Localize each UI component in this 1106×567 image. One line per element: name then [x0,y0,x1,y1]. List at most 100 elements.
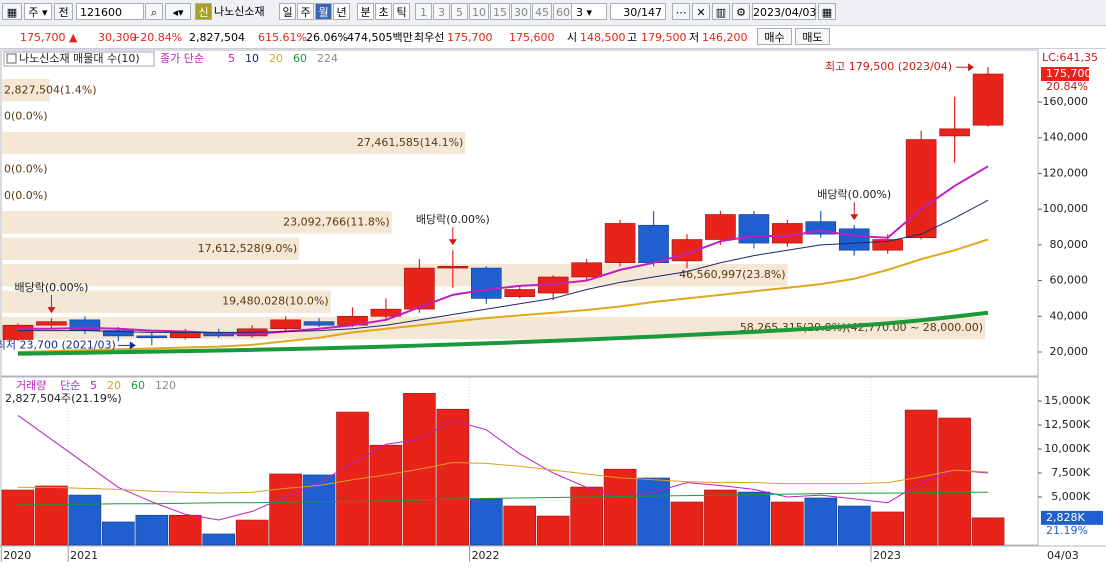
annotation-arrowhead [129,341,136,350]
candle-body [169,332,201,339]
interval-button[interactable]: 60 [553,3,573,20]
annotation: 최저 23,700 (2021/03) [0,338,116,351]
y-tick-label: 7,500K [1051,466,1090,479]
profile-label: 27,461,585(14.1%) [357,136,464,149]
period-button[interactable]: 틱 [393,3,410,20]
period-button[interactable]: 분 [357,3,374,20]
settings-icon[interactable]: ⚙ [732,3,750,20]
candle-body [437,265,469,269]
x-tick-label: 2023 [873,549,901,562]
volume-bar [837,505,871,546]
panel-title-box [3,51,155,67]
volume-profile: 58,265,315(29.8%)(42,770.00 ~ 28,000.00)… [2,79,986,340]
best-label: 최우선 [414,31,445,44]
tool-icon[interactable]: ⋯ [672,3,690,20]
legend-entry: 10 [245,52,259,65]
panel-icon [6,53,17,64]
interval-button[interactable]: 5 [451,3,468,20]
legend-entry: 224 [317,52,338,65]
open-label: 시 [567,31,578,44]
y-tick-label: 140,000 [1043,131,1089,144]
candle-body [972,73,1004,126]
ma-line [17,310,989,356]
volume-bar [202,533,235,546]
code-input[interactable]: 121600 [76,3,144,20]
volume-bar [536,515,570,546]
ma-line [18,165,989,336]
interval-button[interactable]: 10 [469,3,489,20]
volume-bar [603,468,637,546]
ma-line [18,491,989,506]
profile-label: 23,092,766(11.8%) [283,215,390,228]
y-tick-label: 40,000 [1050,309,1089,322]
annotation-arrowhead [850,214,859,221]
period-button[interactable]: 주 [297,3,314,20]
annotation: 배당락(0.00%) [15,281,89,294]
interval-button[interactable]: 15 [490,3,510,20]
x-end-label: 04/03 [1047,549,1079,562]
profile-label: 0(0.0%) [4,110,48,123]
candle-body [270,319,301,330]
count: 3 [576,6,583,19]
price: 175,700 ▲ [20,31,78,44]
low: 146,200 [702,31,748,44]
chart: 나노신소재 매물대 수(10) 종가 단순 거래량 단순 2,827,504주(… [0,49,1106,567]
period-button[interactable]: 초 [375,3,392,20]
volume-bar [1,489,35,546]
period-button[interactable]: 일 [279,3,296,20]
last-volume-label: 2,828K [1046,511,1085,524]
volume-bar [737,491,771,546]
volume-bar [168,514,202,546]
candle-body [136,335,168,339]
interval-button[interactable]: 1 [415,3,432,20]
volume-bar [670,501,704,546]
tool-icon[interactable]: ▥ [712,3,730,20]
volume-bar [269,473,302,546]
volume-note: 2,827,504주(21.19%) [5,392,122,405]
scope[interactable]: 전 [54,3,73,20]
annotation: 최고 179,500 (2023/04) [825,60,952,73]
annotation: 배당락(0.00%) [416,213,490,226]
bid: 175,600 [509,31,555,44]
period-button[interactable]: 년 [333,3,350,20]
menu-icon[interactable]: ▦ [2,3,22,20]
calendar-icon[interactable]: ▦ [818,3,836,20]
sell-button[interactable]: 매도 [795,28,830,45]
candle-body [103,330,134,337]
candle-body [504,289,536,297]
volume-bar [35,485,68,546]
volume: 2,827,504 [189,31,245,44]
search-button[interactable]: ⌕ [145,3,163,20]
legend-entry: 60 [131,379,145,392]
volume-bar [102,521,135,546]
candle-body [905,139,937,239]
buy-button[interactable]: 매수 [757,28,792,45]
legend-entry: 20 [107,379,121,392]
volume-ratio: 615.61% [258,31,307,44]
market-select[interactable]: 주 ▾ [24,3,52,20]
candle-body [738,214,770,244]
period-button[interactable]: 월 [315,3,332,20]
open: 148,500 [580,31,626,44]
lc-label: LC:641,35 [1042,51,1098,64]
annotation-arrowhead [47,307,56,314]
profile-label: 0(0.0%) [4,189,48,202]
interval-button[interactable]: 3 [433,3,450,20]
x-tick-label: 2022 [472,549,500,562]
count-select[interactable]: 3 ▾ [571,3,607,20]
candle-body [370,308,402,317]
interval-button[interactable]: 30 [511,3,531,20]
new-badge: 신 [195,3,212,20]
x-tick-label: 2021 [70,549,98,562]
candle-body [604,223,636,264]
ma-line [17,415,989,521]
candle-body [939,128,970,137]
volume-bar [135,514,169,546]
tool-icon[interactable]: ✕ [692,3,710,20]
sound-button[interactable]: ◂▾ [165,3,191,20]
y-tick-label: 80,000 [1050,238,1089,251]
candle-body [36,321,67,326]
interval-button[interactable]: 45 [532,3,552,20]
candle-body [470,267,502,299]
volume-bar [436,408,470,546]
